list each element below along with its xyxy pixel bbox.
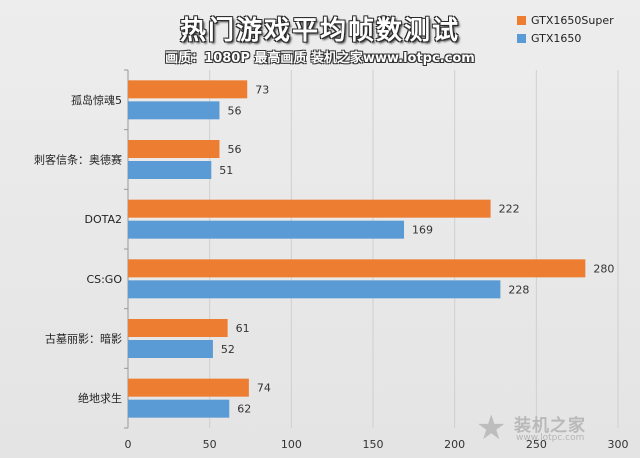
legend-item-super: GTX1650Super: [517, 11, 614, 29]
data-label-base: 52: [221, 343, 235, 356]
watermark-text: 装机之家: [514, 416, 586, 436]
x-tick-label: 100: [281, 438, 302, 451]
x-tick-label: 250: [526, 438, 547, 451]
data-label-super: 280: [593, 262, 614, 275]
legend-label-super: GTX1650Super: [531, 13, 614, 27]
x-tick-label: 50: [203, 438, 217, 451]
watermark: ★ 装机之家 www.lotpc.com: [476, 408, 636, 448]
legend-swatch-base: [517, 33, 526, 43]
data-label-base: 51: [219, 164, 233, 177]
watermark-url: www.lotpc.com: [516, 433, 585, 443]
bar-super: [128, 259, 586, 278]
bar-super: [128, 80, 248, 99]
bar-base: [128, 399, 230, 418]
bar-base: [128, 220, 405, 239]
data-label-base: 228: [508, 283, 529, 296]
data-label-super: 222: [499, 203, 520, 216]
category-label: DOTA2: [84, 213, 122, 226]
bar-base: [128, 340, 213, 358]
x-tick-label: 150: [363, 438, 384, 451]
star-icon: ★: [476, 408, 507, 448]
category-label: 孤岛惊魂5: [71, 93, 122, 107]
legend-label-base: GTX1650: [531, 31, 582, 45]
chart-title: 热门游戏平均帧数测试: [179, 16, 460, 46]
x-tick-label: 300: [608, 438, 629, 451]
x-tick-label: 0: [125, 438, 132, 451]
category-label: 绝地求生: [78, 391, 122, 405]
data-label-base: 169: [412, 224, 433, 237]
bar-base: [128, 101, 220, 120]
bar-base: [128, 161, 212, 179]
chart-subtitle: 画质：1080P 最高画质 装机之家www.lotpc.com: [165, 51, 475, 66]
data-label-super: 56: [227, 143, 241, 156]
category-label: CS:GO: [86, 273, 122, 286]
bar-base: [128, 280, 501, 299]
x-tick-label: 200: [444, 438, 465, 451]
data-label-super: 73: [255, 83, 269, 96]
bar-super: [128, 319, 228, 337]
data-label-super: 74: [257, 382, 271, 395]
bar-super: [128, 378, 249, 397]
bar-super: [128, 140, 220, 158]
data-label-base: 56: [227, 104, 241, 117]
data-label-super: 61: [236, 322, 250, 335]
data-label-base: 62: [237, 403, 251, 416]
legend-swatch-super: [517, 15, 526, 25]
category-label: 古墓丽影：暗影: [45, 332, 122, 346]
legend-item-base: GTX1650: [517, 29, 614, 47]
category-label: 刺客信条：奥德赛: [34, 153, 122, 167]
bar-super: [128, 199, 491, 218]
legend: GTX1650Super GTX1650: [517, 11, 614, 47]
